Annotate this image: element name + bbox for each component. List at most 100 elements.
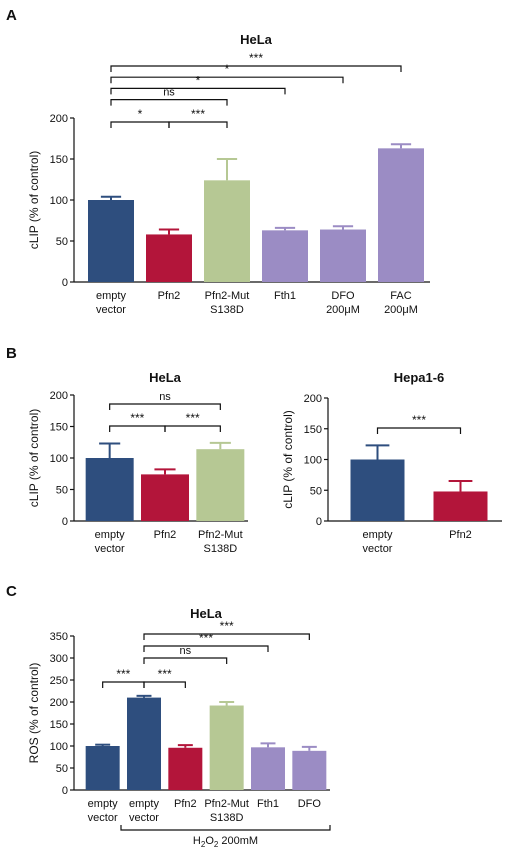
y-tick-label: 100: [304, 455, 322, 467]
x-tick-label: vector: [95, 543, 125, 555]
significance-label: ***: [116, 667, 130, 681]
y-tick-label: 200: [50, 697, 68, 709]
y-tick-label: 100: [50, 453, 68, 465]
significance-label: ***: [220, 619, 234, 633]
significance-label: ***: [412, 413, 426, 427]
bar: [262, 230, 308, 282]
significance-bracket: [143, 645, 269, 652]
x-tick-label: empty: [96, 290, 126, 302]
y-axis-label: cLIP (% of control): [27, 151, 41, 249]
x-tick-label: Pfn2-Mut: [205, 290, 250, 302]
significance-bracket: [164, 425, 221, 432]
significance-label: *: [225, 62, 230, 76]
y-tick-label: 0: [62, 277, 68, 289]
y-tick-label: 150: [304, 424, 322, 436]
panel-letter: B: [6, 345, 17, 362]
panel-c: C HeLa 0 50 100 150 200 250 300 350 ROS (% of cont…: [6, 583, 331, 849]
significance-label: ***: [130, 411, 144, 425]
bar: [127, 697, 161, 790]
significance-label: ns: [159, 391, 171, 403]
x-tick-label: S138D: [204, 543, 238, 555]
treatment-label: H2O2 200mM: [193, 835, 258, 849]
significance-label: ***: [199, 631, 213, 645]
x-tick-label: Pfn2: [154, 529, 177, 541]
x-tick-label: S138D: [210, 304, 244, 316]
x-tick-label: empty: [129, 798, 159, 810]
x-tick-label: empty: [95, 529, 125, 541]
bar: [251, 747, 285, 790]
y-tick-label: 0: [316, 516, 322, 528]
y-axis-label: cLIP (% of control): [281, 410, 295, 508]
chart-title: HeLa: [149, 370, 182, 385]
significance-label: ***: [186, 411, 200, 425]
bar: [320, 229, 366, 282]
x-tick-label: empty: [363, 529, 393, 541]
significance-bracket: [110, 87, 286, 95]
significance-label: ns: [180, 645, 192, 657]
panel-letter: C: [6, 583, 17, 600]
y-tick-label: 0: [62, 516, 68, 528]
x-tick-label: vector: [129, 812, 159, 824]
x-tick-label: Pfn2-Mut: [204, 798, 249, 810]
y-tick-label: 50: [56, 236, 68, 248]
y-tick-label: 150: [50, 154, 68, 166]
y-tick-label: 150: [50, 719, 68, 731]
chart-title: HeLa: [240, 32, 273, 47]
x-tick-label: S138D: [210, 812, 244, 824]
significance-bracket: [102, 681, 145, 688]
y-tick-label: 0: [62, 785, 68, 797]
y-tick-label: 200: [304, 393, 322, 405]
x-tick-label: Pfn2-Mut: [198, 529, 243, 541]
y-tick-label: 250: [50, 675, 68, 687]
significance-bracket: [109, 403, 221, 410]
significance-label: *: [138, 107, 143, 121]
bar: [168, 747, 203, 790]
x-tick-label: vector: [96, 304, 126, 316]
significance-label: *: [196, 73, 201, 87]
y-tick-label: 350: [50, 631, 68, 643]
significance-bracket: [168, 121, 228, 128]
chart-title: Hepa1-6: [394, 370, 445, 385]
panel-a: A HeLa 0 50 100 150 200 cLIP (% of control) empt…: [6, 7, 430, 316]
panel-letter: A: [6, 7, 17, 24]
y-tick-label: 100: [50, 195, 68, 207]
bar: [85, 458, 134, 521]
significance-bracket: [110, 65, 402, 72]
significance-bracket: [110, 99, 228, 106]
bar: [204, 180, 250, 282]
bar: [378, 148, 424, 282]
x-tick-label: DFO: [331, 290, 355, 302]
significance-label: ns: [163, 87, 175, 99]
x-tick-label: Fth1: [274, 290, 296, 302]
bar: [433, 491, 488, 521]
y-tick-label: 300: [50, 653, 68, 665]
y-tick-label: 50: [56, 485, 68, 497]
y-tick-label: 200: [50, 113, 68, 125]
x-tick-label: vector: [363, 543, 393, 555]
significance-bracket: [143, 681, 186, 688]
bar: [209, 705, 244, 790]
bar: [85, 746, 120, 790]
x-tick-label: Pfn2: [449, 529, 472, 541]
x-tick-label: empty: [88, 798, 118, 810]
x-tick-label: Fth1: [257, 798, 279, 810]
x-tick-label: Pfn2: [158, 290, 181, 302]
bar: [350, 459, 405, 521]
significance-bracket: [109, 425, 166, 432]
significance-bracket: [143, 657, 228, 664]
significance-label: ***: [158, 667, 172, 681]
bar: [141, 474, 189, 521]
treatment-bracket: [120, 825, 331, 831]
x-tick-label: 200μM: [384, 304, 418, 316]
significance-label: ***: [191, 107, 205, 121]
x-tick-label: 200μM: [326, 304, 360, 316]
chart-title: HeLa: [190, 606, 223, 621]
significance-bracket: [110, 76, 344, 84]
bar: [292, 750, 327, 790]
x-tick-label: FAC: [390, 290, 411, 302]
y-axis-label: ROS (% of control): [27, 663, 41, 764]
panel-b-right: Hepa1-6 0 50 100 150 200 cLIP (% of control) em…: [281, 370, 502, 555]
y-tick-label: 50: [56, 763, 68, 775]
bar: [146, 234, 192, 282]
